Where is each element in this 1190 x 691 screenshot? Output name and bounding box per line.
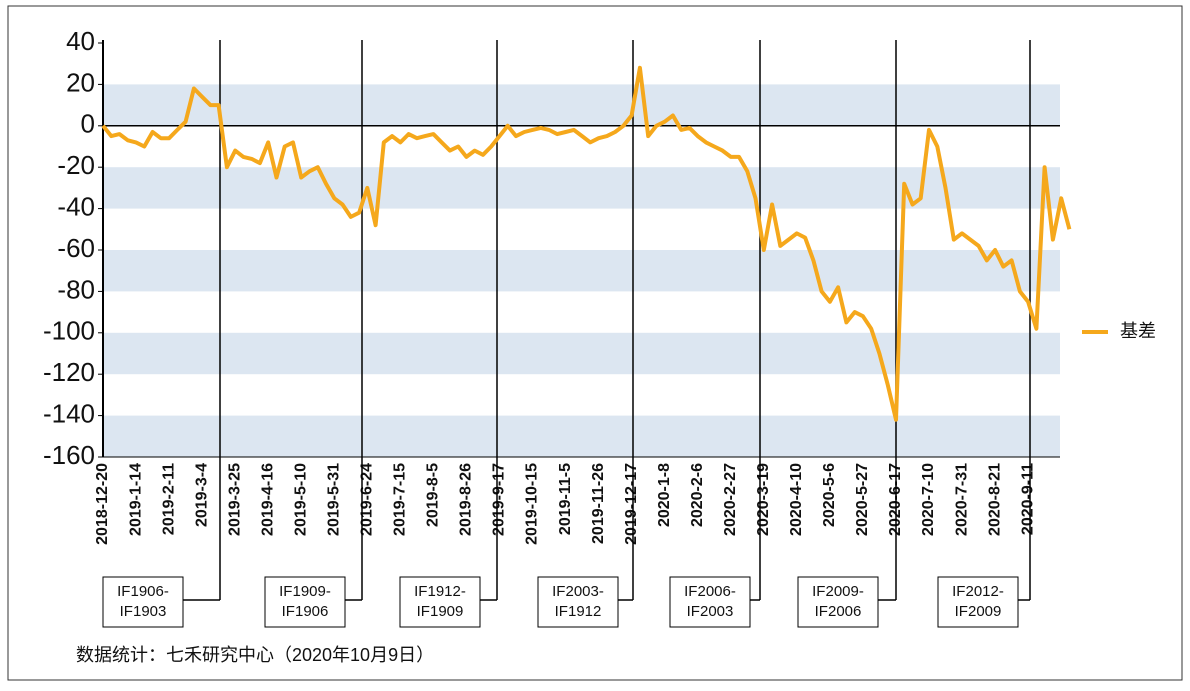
x-tick-label: 2019-3-25 — [226, 463, 243, 536]
x-tick-label: 2019-2-11 — [160, 463, 177, 535]
x-tick-label: 2020-8-21 — [986, 463, 1003, 536]
x-tick-label: 2020-7-10 — [920, 463, 937, 536]
x-tick-label: 2020-2-6 — [689, 463, 706, 527]
annotation-box — [102, 576, 184, 628]
x-tick-label: 2020-5-27 — [854, 463, 871, 536]
y-tick-label: -100 — [43, 316, 95, 346]
annotation-text: IF2009 — [955, 603, 1002, 620]
x-tick-label: 2019-11-26 — [590, 463, 607, 544]
y-tick-label: -160 — [43, 440, 95, 470]
annotation-text: IF2003 — [687, 603, 734, 620]
band — [103, 167, 1060, 209]
annotation-box — [797, 576, 879, 628]
x-tick-label: 2020-9-11 — [1019, 463, 1036, 535]
x-tick-label: 2019-1-14 — [127, 463, 144, 536]
annotation-box — [937, 576, 1019, 628]
y-tick-label: -120 — [43, 357, 95, 387]
y-tick-label: 20 — [66, 67, 95, 97]
annotation-text: IF2012- — [952, 583, 1004, 600]
y-tick-label: -140 — [43, 398, 95, 428]
annotation-text: IF1906- — [117, 583, 169, 600]
y-tick-label: 40 — [66, 26, 95, 56]
series-line — [101, 65, 1072, 422]
band — [103, 250, 1060, 292]
annotation-text: IF1903 — [120, 603, 167, 620]
x-tick-label: 2019-4-16 — [259, 463, 276, 536]
annotation-text: IF1906 — [282, 603, 329, 620]
y-tick-label: -60 — [57, 233, 95, 263]
x-tick-label: 2019-5-31 — [325, 463, 342, 536]
x-tick-label: 2020-2-27 — [722, 463, 739, 536]
y-tick-label: -80 — [57, 274, 95, 304]
y-tick-label: -20 — [57, 150, 95, 180]
x-tick-label: 2020-3-19 — [755, 463, 772, 536]
x-tick-label: 2019-12-17 — [623, 463, 640, 545]
x-tick-label: 2019-9-17 — [491, 463, 508, 536]
annotation-box — [537, 576, 619, 628]
band — [103, 332, 1060, 375]
annotation-text: IF1912- — [414, 583, 466, 600]
band — [103, 415, 1060, 457]
source-note: 数据统计：七禾研究中心（2020年10月9日） — [76, 645, 434, 665]
annotation-box — [669, 576, 751, 628]
x-tick-label: 2019-11-5 — [557, 463, 574, 535]
x-tick-label: 2019-8-26 — [458, 463, 475, 536]
x-tick-label: 2020-4-10 — [788, 463, 805, 536]
band — [103, 84, 1060, 126]
y-tick-label: -40 — [57, 191, 95, 221]
annotation-text: IF1912 — [555, 603, 602, 620]
legend-label: 基差 — [1120, 321, 1156, 341]
y-tick-label: 0 — [81, 109, 95, 139]
annotation-box — [264, 576, 346, 628]
x-tick-label: 2020-1-8 — [656, 463, 673, 527]
x-tick-label: 2019-7-15 — [392, 463, 409, 536]
annotation-box — [399, 576, 481, 628]
annotation-text: IF1909 — [417, 603, 464, 620]
frame — [7, 5, 1183, 681]
x-tick-label: 2019-10-15 — [524, 463, 541, 545]
x-tick-label: 2019-3-4 — [193, 463, 210, 527]
annotation-text: IF1909- — [279, 583, 331, 600]
annotation-text: IF2009- — [812, 583, 864, 600]
annotation-text: IF2006 — [815, 603, 862, 620]
x-tick-label: 2019-5-10 — [292, 463, 309, 536]
x-tick-label: 2020-5-6 — [821, 463, 838, 527]
annotation-text: IF2003- — [552, 583, 604, 600]
x-tick-label: 2019-8-5 — [425, 463, 442, 527]
annotation-text: IF2006- — [684, 583, 736, 600]
x-tick-label: 2018-12-20 — [94, 463, 111, 545]
x-tick-label: 2019-6-24 — [359, 463, 376, 536]
x-tick-label: 2020-7-31 — [953, 463, 970, 536]
